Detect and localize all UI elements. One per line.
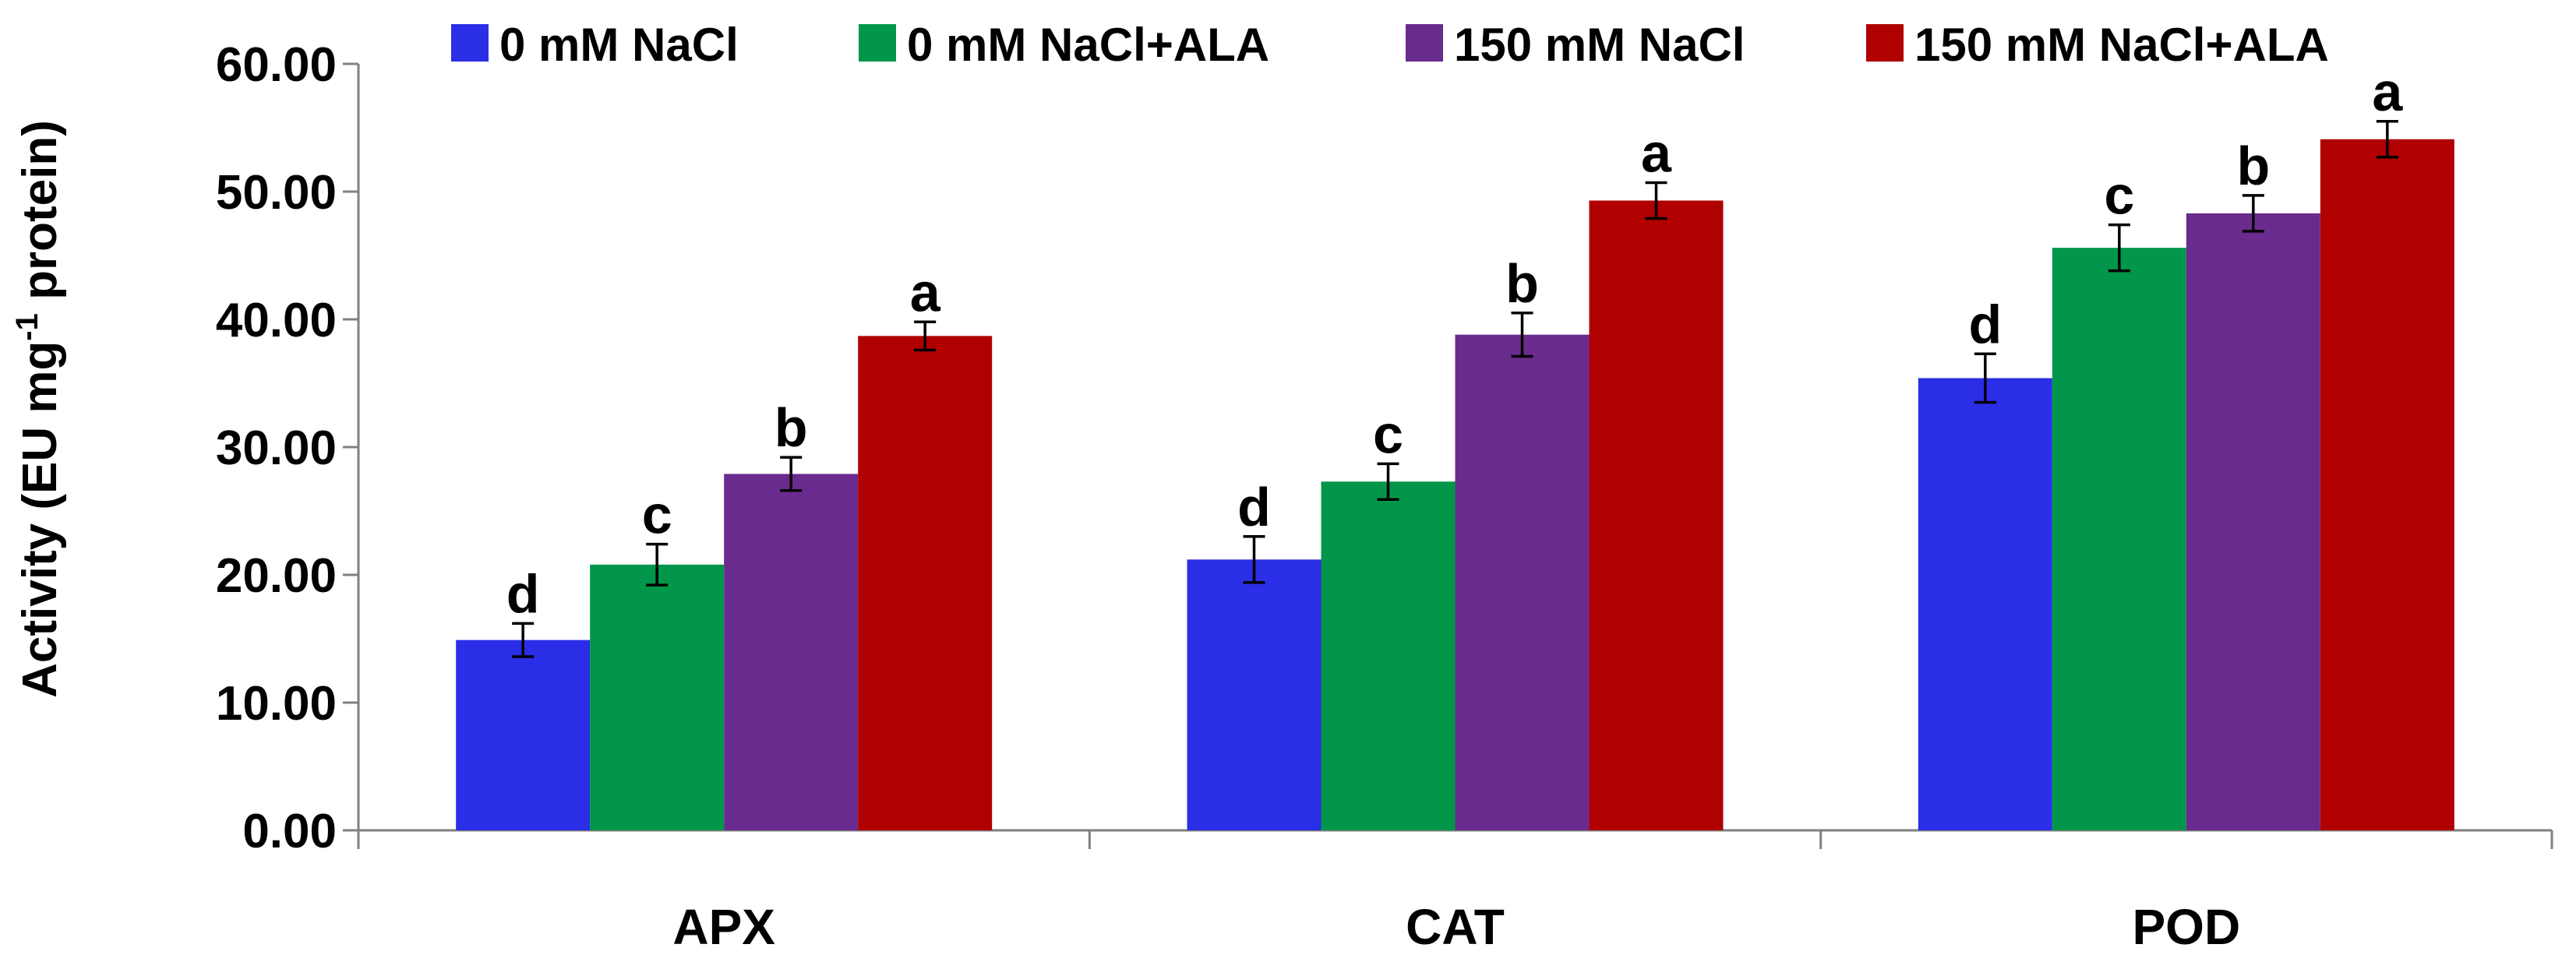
legend-label: 0 mM NaCl+ALA [907, 19, 1269, 71]
y-tick-label: 60.00 [216, 38, 337, 92]
significance-letter: b [2236, 136, 2270, 196]
y-tick-label: 50.00 [216, 166, 337, 220]
significance-letter: d [1237, 477, 1271, 537]
y-axis-label-suffix: protein) [13, 120, 67, 313]
bar [456, 640, 591, 830]
legend-swatch [859, 24, 896, 62]
bars [456, 139, 2454, 831]
significance-letter: a [1641, 123, 1672, 184]
significance-letter: d [1968, 294, 2002, 354]
bar [1589, 200, 1724, 831]
x-tick-label: CAT [1406, 899, 1505, 955]
y-axis-label-superscript: -1 [10, 313, 44, 341]
y-tick-label: 0.00 [242, 805, 337, 858]
y-axis-label: Activity (EU mg-1 protein) [10, 120, 67, 698]
significance-letters: d d d c c c b b b a a a [506, 62, 2404, 625]
significance-letter: c [2104, 165, 2134, 226]
significance-letter: c [1373, 403, 1403, 464]
y-tick-label: 30.00 [216, 421, 337, 475]
significance-letter: b [775, 397, 808, 458]
y-tick-label: 20.00 [216, 549, 337, 603]
bar [1321, 481, 1456, 830]
y-tick-label: 10.00 [216, 677, 337, 731]
error-bars [512, 120, 2398, 658]
significance-letter: d [506, 563, 540, 624]
y-tick-label: 40.00 [216, 294, 337, 347]
significance-letter: a [910, 262, 941, 322]
legend-swatch [1406, 24, 1443, 62]
bar [2186, 213, 2320, 830]
significance-letter: b [1505, 253, 1539, 314]
significance-letter: a [2372, 62, 2403, 122]
legend: 0 mM NaCl 0 mM NaCl+ALA 150 mM NaCl 150 mM … [451, 19, 2329, 71]
bar [2052, 248, 2186, 830]
bar [724, 474, 859, 830]
axes: 0.00 10.00 20.00 30.00 40.00 50.00 60.00 APX CAT… [216, 38, 2553, 955]
legend-label: 150 mM NaCl [1454, 19, 1745, 71]
bar [1918, 378, 2052, 830]
legend-swatch [451, 24, 489, 62]
bar [2320, 139, 2454, 830]
legend-label: 150 mM NaCl+ALA [1914, 19, 2329, 71]
legend-label: 0 mM NaCl [499, 19, 739, 71]
x-tick-label: APX [672, 899, 775, 955]
x-tick-label: POD [2132, 899, 2240, 955]
bar [590, 564, 725, 830]
bar [1187, 559, 1322, 830]
bar [1455, 334, 1590, 830]
y-axis-label-main: Activity (EU mg [13, 341, 67, 698]
legend-swatch [1866, 24, 1904, 62]
bar [858, 336, 993, 830]
significance-letter: c [642, 484, 672, 545]
